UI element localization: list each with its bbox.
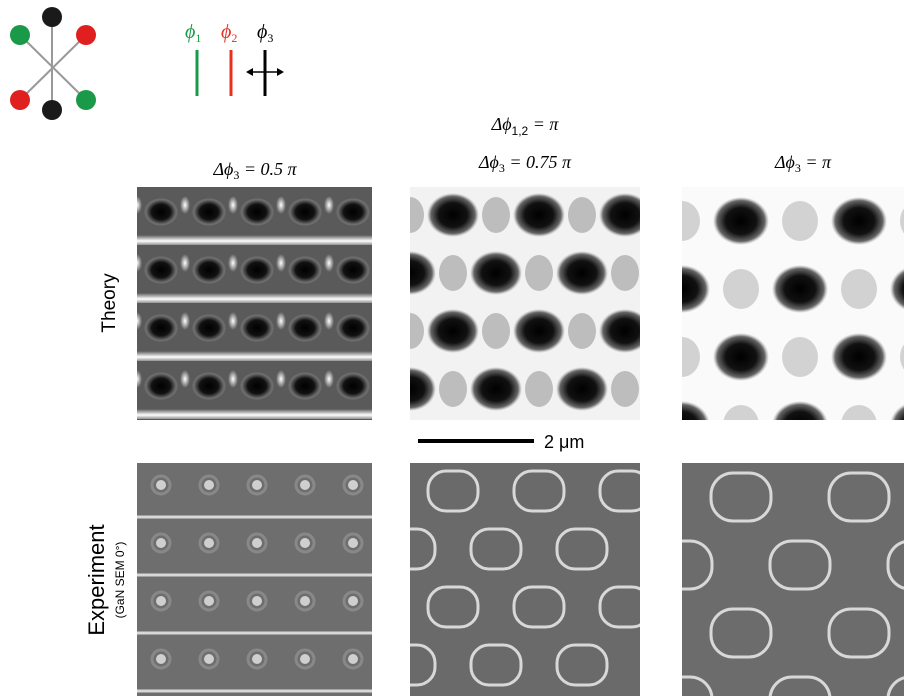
text-part: Δϕ — [774, 152, 795, 172]
figure: ϕ1 ϕ2 ϕ3 Δϕ1,2 = π Δϕ3 = 0.5 π Δϕ3 = 0.7… — [0, 0, 904, 696]
theory-panel — [682, 187, 904, 420]
row-label: Experiment — [84, 524, 109, 635]
text-part: 1,2 — [512, 124, 529, 138]
text-part: ϕ — [257, 21, 267, 43]
scale-label: 2 μm — [544, 432, 584, 452]
row-label: Theory — [99, 273, 120, 333]
polarization-marks — [197, 50, 284, 96]
theory-panel — [410, 187, 640, 420]
text-part: = 0.75 π — [505, 152, 572, 172]
theory-panel — [137, 187, 372, 420]
experiment-panel — [682, 463, 904, 696]
text-part: 3 — [267, 31, 273, 45]
text-part: 2 — [231, 31, 237, 45]
text-part: Δϕ — [212, 159, 233, 179]
text-part: Δϕ — [491, 114, 512, 134]
text-part: = 0.5 π — [239, 159, 297, 179]
experiment-panel — [410, 463, 640, 696]
text-part: Δϕ — [478, 152, 499, 172]
text-part: ϕ — [221, 21, 231, 43]
column-title: Δϕ3 = 0.5 π — [212, 159, 297, 182]
text-part: = π — [801, 152, 832, 172]
experiment-panel — [137, 463, 372, 696]
phi3-label: ϕ3 — [257, 21, 273, 45]
header: Δϕ1,2 = π — [491, 114, 560, 138]
text-part: = π — [528, 114, 559, 134]
column-title: Δϕ3 = 0.75 π — [478, 152, 572, 175]
text-part: 1 — [195, 31, 201, 45]
phi1-label: ϕ1 — [185, 21, 201, 45]
row-note: (GaN SEM 0°) — [113, 542, 127, 619]
text-part: ϕ — [185, 21, 195, 43]
beam-icon — [10, 7, 96, 120]
phi2-label: ϕ2 — [221, 21, 237, 45]
page: ϕ1 ϕ2 ϕ3 Δϕ1,2 = π Δϕ3 = 0.5 π Δϕ3 = 0.7… — [0, 0, 904, 696]
column-title: Δϕ3 = π — [774, 152, 832, 175]
